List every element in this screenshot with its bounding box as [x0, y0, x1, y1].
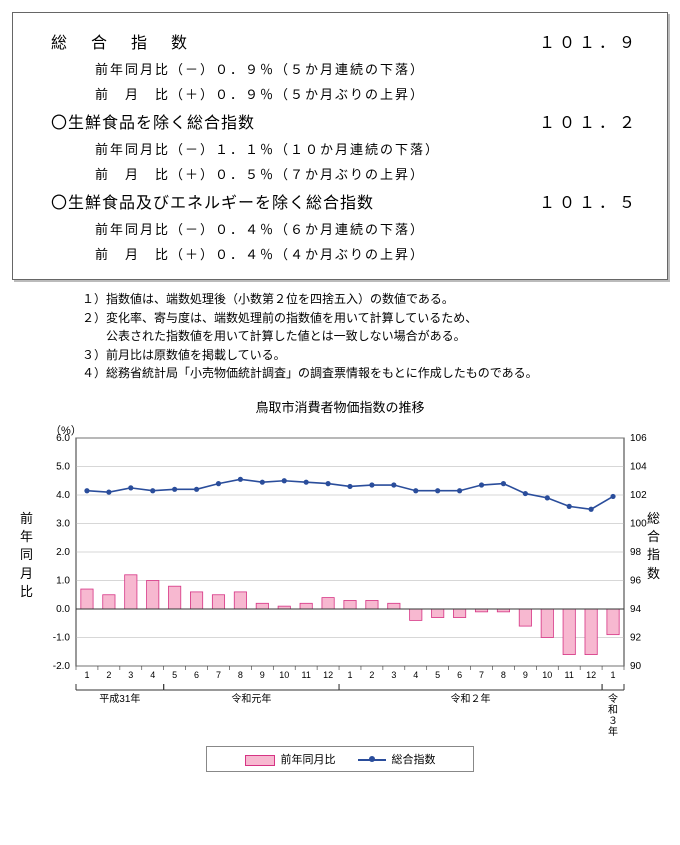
svg-text:9: 9 [523, 670, 528, 680]
svg-text:1: 1 [611, 670, 616, 680]
index-title: 〇生鮮食品を除く総合指数 [51, 109, 539, 133]
note-line: ２）変化率、寄与度は、端数処理前の指数値を用いて計算しているため、 [82, 309, 668, 328]
index-subline: 前 月 比（＋）０．５％（７か月ぶりの上昇） [95, 164, 647, 183]
index-title: 〇生鮮食品及びエネルギーを除く総合指数 [51, 189, 539, 213]
svg-text:-1.0: -1.0 [53, 632, 71, 643]
svg-text:100: 100 [630, 518, 647, 529]
note-line: ４）総務省統計局「小売物価統計調査」の調査票情報をもとに作成したものである。 [82, 364, 668, 383]
svg-text:3: 3 [391, 670, 396, 680]
svg-text:12: 12 [323, 670, 333, 680]
svg-text:5.0: 5.0 [56, 461, 70, 472]
note-line: 公表された指数値を用いて計算した値とは一致しない場合がある。 [82, 327, 668, 346]
index-value: １０１．２ [539, 109, 639, 133]
index-subline: 前年同月比（－）０．９％（５か月連続の下落） [95, 59, 647, 78]
svg-text:平成31年: 平成31年 [99, 692, 140, 705]
svg-text:106: 106 [630, 433, 647, 444]
legend-line: 総合指数 [358, 751, 436, 767]
index-row: 〇生鮮食品を除く総合指数１０１．２ [51, 109, 647, 133]
legend: 前年同月比 総合指数 [206, 746, 474, 772]
svg-text:和: 和 [608, 704, 618, 716]
svg-text:4.0: 4.0 [56, 490, 70, 501]
svg-text:2.0: 2.0 [56, 547, 70, 558]
chart-title: 鳥取市消費者物価指数の推移 [12, 397, 668, 416]
index-subline: 前年同月比（－）１．１％（１０か月連続の下落） [95, 139, 647, 158]
svg-text:94: 94 [630, 604, 642, 615]
chart-svg: -2.0-1.00.01.02.03.04.05.06.090929496981… [20, 420, 660, 740]
svg-text:12: 12 [586, 670, 596, 680]
footnotes: １）指数値は、端数処理後（小数第２位を四捨五入）の数値である。２）変化率、寄与度… [82, 290, 668, 383]
svg-text:7: 7 [479, 670, 484, 680]
index-subline: 前 月 比（＋）０．９％（５か月ぶりの上昇） [95, 84, 647, 103]
svg-text:5: 5 [172, 670, 177, 680]
svg-text:6: 6 [194, 670, 199, 680]
index-subline: 前 月 比（＋）０．４％（４か月ぶりの上昇） [95, 244, 647, 263]
svg-text:4: 4 [413, 670, 418, 680]
y-right-label: 総合指数 [647, 510, 660, 583]
index-subline: 前年同月比（－）０．４％（６か月連続の下落） [95, 219, 647, 238]
svg-text:1: 1 [84, 670, 89, 680]
index-row: 〇生鮮食品及びエネルギーを除く総合指数１０１．５ [51, 189, 647, 213]
svg-text:10: 10 [279, 670, 289, 680]
svg-text:3: 3 [128, 670, 133, 680]
svg-text:8: 8 [238, 670, 243, 680]
y-left-label: 前年同月比 [20, 510, 33, 601]
index-row: 総 合 指 数１０１．９ [51, 29, 647, 53]
legend-bar: 前年同月比 [245, 751, 336, 767]
svg-text:2: 2 [369, 670, 374, 680]
svg-text:7: 7 [216, 670, 221, 680]
svg-text:1: 1 [347, 670, 352, 680]
summary-panel: 総 合 指 数１０１．９ 前年同月比（－）０．９％（５か月連続の下落） 前 月 比（… [12, 12, 668, 280]
svg-text:3.0: 3.0 [56, 518, 70, 529]
index-value: １０１．５ [539, 189, 639, 213]
svg-text:6: 6 [457, 670, 462, 680]
chart: （%） 前年同月比 総合指数 -2.0 -1.0 0.0 1.0 2.0 3.0 4.0 5.… [20, 420, 660, 772]
svg-text:4: 4 [150, 670, 155, 680]
svg-text:11: 11 [301, 670, 310, 680]
svg-text:３: ３ [608, 716, 618, 727]
note-line: ３）前月比は原数値を掲載している。 [82, 346, 668, 365]
svg-text:102: 102 [630, 490, 647, 501]
index-title: 総 合 指 数 [51, 29, 539, 53]
svg-text:0.0: 0.0 [56, 604, 70, 615]
pct-label: （%） [50, 422, 82, 438]
svg-text:10: 10 [542, 670, 552, 680]
svg-text:92: 92 [630, 632, 642, 643]
svg-text:令: 令 [608, 692, 618, 705]
svg-text:104: 104 [630, 461, 647, 472]
svg-text:令和元年: 令和元年 [231, 692, 271, 705]
svg-text:96: 96 [630, 575, 642, 586]
svg-text:-2.0: -2.0 [53, 661, 71, 672]
svg-text:8: 8 [501, 670, 506, 680]
svg-text:年: 年 [608, 725, 618, 738]
svg-text:令和２年: 令和２年 [451, 692, 491, 705]
svg-text:11: 11 [565, 670, 574, 680]
svg-text:98: 98 [630, 547, 642, 558]
svg-text:5: 5 [435, 670, 440, 680]
svg-text:1.0: 1.0 [56, 575, 70, 586]
note-line: １）指数値は、端数処理後（小数第２位を四捨五入）の数値である。 [82, 290, 668, 309]
svg-text:90: 90 [630, 661, 642, 672]
index-value: １０１．９ [539, 29, 639, 53]
svg-text:2: 2 [106, 670, 111, 680]
svg-text:9: 9 [260, 670, 265, 680]
